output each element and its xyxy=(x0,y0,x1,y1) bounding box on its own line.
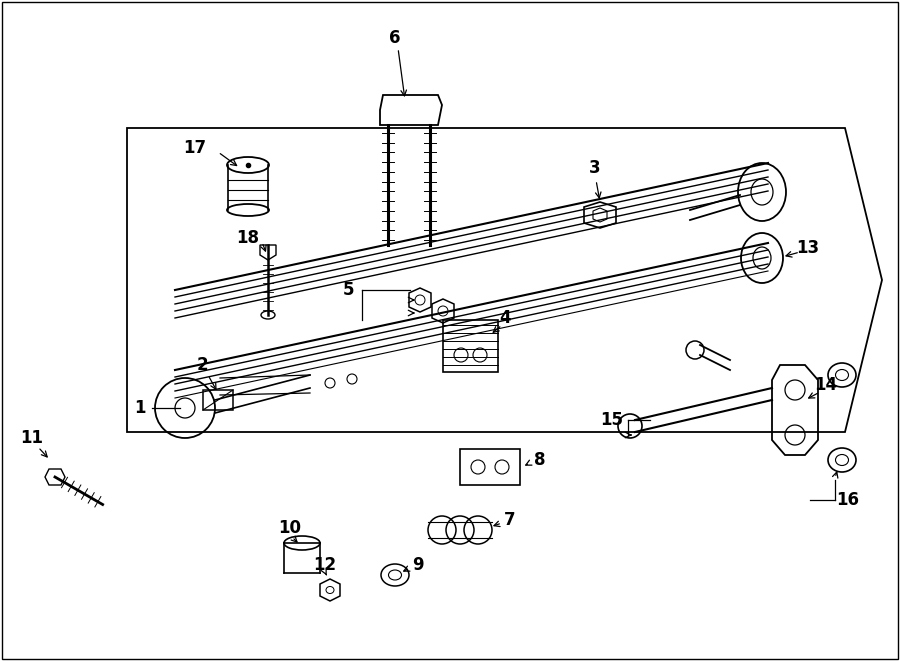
Text: 13: 13 xyxy=(796,239,820,257)
Text: 18: 18 xyxy=(237,229,259,247)
Text: 2: 2 xyxy=(196,356,208,374)
Text: 12: 12 xyxy=(313,556,337,574)
Text: 6: 6 xyxy=(389,29,400,47)
Text: 16: 16 xyxy=(836,491,860,509)
Text: 15: 15 xyxy=(600,411,624,429)
Text: 17: 17 xyxy=(184,139,207,157)
Text: 7: 7 xyxy=(504,511,516,529)
Text: 5: 5 xyxy=(342,281,354,299)
Text: 3: 3 xyxy=(590,159,601,177)
Text: 14: 14 xyxy=(814,376,838,394)
Text: 1: 1 xyxy=(134,399,146,417)
Text: 4: 4 xyxy=(500,309,511,327)
Text: 8: 8 xyxy=(535,451,545,469)
Text: 10: 10 xyxy=(278,519,302,537)
Text: 11: 11 xyxy=(21,429,43,447)
Text: 9: 9 xyxy=(412,556,424,574)
